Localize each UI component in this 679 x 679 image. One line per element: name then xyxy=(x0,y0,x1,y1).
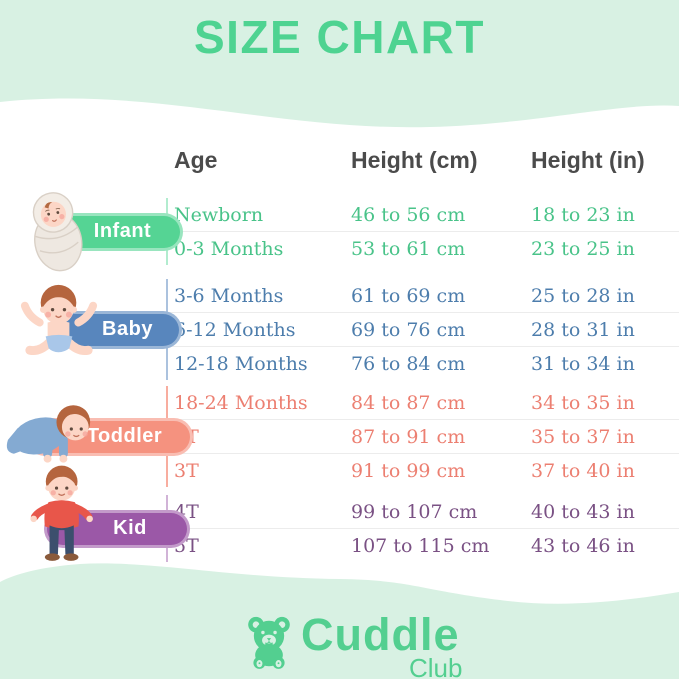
age-cell: 5T xyxy=(174,534,199,557)
height-in-cell: 18 to 23 in xyxy=(531,203,635,226)
height-cm-cell: 76 to 84 cm xyxy=(351,352,466,375)
height-in-cell: 31 to 34 in xyxy=(531,352,635,375)
height-in-cell: 40 to 43 in xyxy=(531,500,635,523)
page-title: SIZE CHART xyxy=(194,11,485,63)
table-row: 3-6 Months 61 to 69 cm 25 to 28 in xyxy=(168,279,679,312)
infant-figure-cell: Infant xyxy=(0,192,183,272)
height-in-cell: 25 to 28 in xyxy=(531,284,635,307)
group-kid: Kid 4T 99 to 107 cm 40 to 43 in 5T 107 t… xyxy=(0,465,679,562)
age-cell: 0-3 Months xyxy=(174,237,284,260)
age-cell: 3-6 Months xyxy=(174,284,284,307)
height-cm-cell: 61 to 69 cm xyxy=(351,284,466,307)
table-row: 12-18 Months 76 to 84 cm 31 to 34 in xyxy=(168,346,679,380)
age-cell: Newborn xyxy=(174,203,264,226)
height-in-cell: 28 to 31 in xyxy=(531,318,635,341)
age-cell: 12-18 Months xyxy=(174,352,308,375)
height-cm-cell: 46 to 56 cm xyxy=(351,203,466,226)
table-row: 6-12 Months 69 to 76 cm 28 to 31 in xyxy=(168,312,679,346)
age-cell: 3T xyxy=(174,459,199,482)
baby-rows: 3-6 Months 61 to 69 cm 25 to 28 in 6-12 … xyxy=(168,279,679,380)
height-cm-cell: 69 to 76 cm xyxy=(351,318,466,341)
group-infant: Infant Newborn 46 to 56 cm 18 to 23 in 0… xyxy=(0,192,679,272)
table-row: 18-24 Months 84 to 87 cm 34 to 35 in xyxy=(168,386,679,419)
group-baby: Baby 3-6 Months 61 to 69 cm 25 to 28 in … xyxy=(0,279,679,380)
height-in-cell: 37 to 40 in xyxy=(531,459,635,482)
table-header-row: Age Height (cm) Height (in) xyxy=(0,140,679,180)
height-cm-cell: 84 to 87 cm xyxy=(351,391,466,414)
baby-figure-cell: Baby xyxy=(0,279,182,380)
height-in-cell: 43 to 46 in xyxy=(531,534,635,557)
header-height-cm: Height (cm) xyxy=(351,146,478,173)
header-height-in: Height (in) xyxy=(531,146,645,173)
toddler-illustration xyxy=(6,405,91,463)
height-in-cell: 35 to 37 in xyxy=(531,425,635,448)
age-cell: 4T xyxy=(174,500,199,523)
toddler-rows: 18-24 Months 84 to 87 cm 34 to 35 in 2T … xyxy=(168,386,679,487)
infant-illustration xyxy=(32,192,83,272)
brand-name-block: Cuddle Club xyxy=(301,612,462,679)
table-row: 2T 87 to 91 cm 35 to 37 in xyxy=(168,419,679,453)
age-cell: 6-12 Months xyxy=(174,318,296,341)
size-table: Age Height (cm) Height (in) xyxy=(0,140,679,562)
age-cell: 18-24 Months xyxy=(174,391,308,414)
baby-illustration xyxy=(20,284,98,356)
height-in-cell: 34 to 35 in xyxy=(531,391,635,414)
height-cm-cell: 99 to 107 cm xyxy=(351,500,478,523)
brand-subname: Club xyxy=(409,653,463,679)
table-row: 4T 99 to 107 cm 40 to 43 in xyxy=(168,495,679,528)
kid-figure-cell: Kid xyxy=(0,465,190,562)
height-cm-cell: 87 to 91 cm xyxy=(351,425,466,448)
table-row: 3T 91 to 99 cm 37 to 40 in xyxy=(168,453,679,487)
kid-rows: 4T 99 to 107 cm 40 to 43 in 5T 107 to 11… xyxy=(168,495,679,562)
table-row: 0-3 Months 53 to 61 cm 23 to 25 in xyxy=(168,231,679,265)
bear-icon xyxy=(248,616,290,669)
height-in-cell: 23 to 25 in xyxy=(531,237,635,260)
table-row: 5T 107 to 115 cm 43 to 46 in xyxy=(168,528,679,562)
toddler-figure-cell: Toddler xyxy=(0,386,193,487)
infant-rows: Newborn 46 to 56 cm 18 to 23 in 0-3 Mont… xyxy=(168,198,679,265)
kid-illustration xyxy=(30,465,93,561)
height-cm-cell: 107 to 115 cm xyxy=(351,534,490,557)
baby-label-pill: Baby xyxy=(55,310,182,349)
height-cm-cell: 91 to 99 cm xyxy=(351,459,466,482)
height-cm-cell: 53 to 61 cm xyxy=(351,237,466,260)
brand-name: Cuddle xyxy=(301,609,460,660)
group-toddler: Toddler 18-24 Months 84 to 87 cm 34 to 3… xyxy=(0,386,679,487)
table-row: Newborn 46 to 56 cm 18 to 23 in xyxy=(168,198,679,231)
brand-logo: Cuddle Club xyxy=(243,612,462,679)
table-body: Infant Newborn 46 to 56 cm 18 to 23 in 0… xyxy=(0,192,679,562)
age-cell: 2T xyxy=(168,426,345,448)
header-age: Age xyxy=(174,146,218,173)
